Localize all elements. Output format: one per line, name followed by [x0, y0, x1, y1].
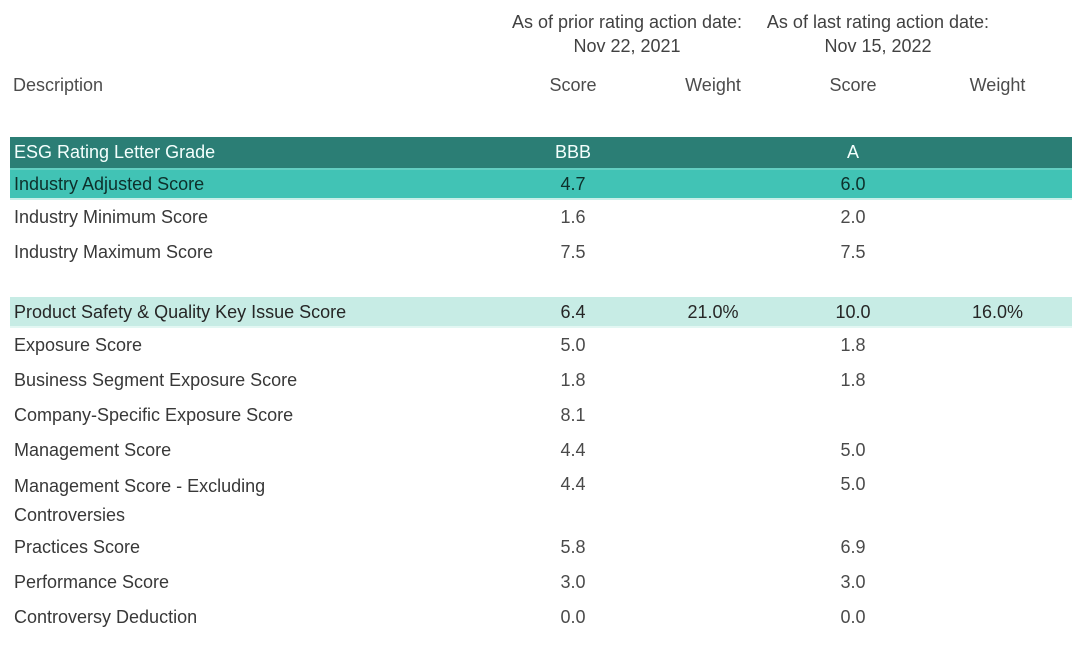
prior-score-value: 1.8	[560, 370, 586, 390]
row-label: Industry Adjusted Score	[14, 173, 205, 194]
table-row-controversy-deduction: Controversy Deduction 0.0 0.0	[10, 600, 1072, 635]
row-label: Exposure Score	[14, 335, 143, 355]
last-score-column-header: Score	[829, 75, 877, 95]
last-weight-value: 16.0%	[971, 302, 1024, 322]
row-label: Management Score - Excluding Controversi…	[14, 476, 266, 525]
prior-score-column-header: Score	[549, 75, 597, 95]
prior-rating-date-header: As of prior rating action date: Nov 22, …	[457, 10, 797, 58]
description-column-header: Description	[13, 75, 104, 95]
prior-score-value: 6.4	[560, 302, 586, 322]
row-label: Company-Specific Exposure Score	[14, 405, 294, 425]
row-label: ESG Rating Letter Grade	[14, 142, 216, 162]
prior-score-value: 7.5	[560, 242, 586, 262]
table-row-product-safety-quality-key-issue-score: Product Safety & Quality Key Issue Score…	[10, 297, 1072, 328]
last-score-value: 1.8	[840, 370, 866, 390]
last-rating-date-label: As of last rating action date:	[766, 12, 990, 32]
table-row-industry-maximum-score: Industry Maximum Score 7.5 7.5	[10, 235, 1072, 270]
row-label: Industry Maximum Score	[14, 242, 214, 262]
table-row-performance-score: Performance Score 3.0 3.0	[10, 565, 1072, 600]
section-gap	[0, 270, 1080, 297]
table-row-company-specific-exposure-score: Company-Specific Exposure Score 8.1	[10, 398, 1072, 433]
row-label: Business Segment Exposure Score	[14, 370, 298, 390]
last-weight-column-header: Weight	[969, 75, 1026, 95]
prior-score-value: 4.4	[560, 474, 586, 494]
prior-rating-date-label: As of prior rating action date:	[511, 12, 743, 32]
prior-score-value: BBB	[554, 142, 592, 162]
prior-score-value: 4.7	[560, 173, 586, 194]
table-row-practices-score: Practices Score 5.8 6.9	[10, 530, 1072, 565]
table-row-business-segment-exposure-score: Business Segment Exposure Score 1.8 1.8	[10, 363, 1072, 398]
prior-weight-column-header: Weight	[685, 75, 741, 95]
last-weight-value	[923, 468, 1072, 474]
last-rating-date-header: As of last rating action date: Nov 15, 2…	[708, 10, 1048, 58]
last-score-value: 6.0	[840, 173, 866, 194]
prior-score-value: 3.0	[560, 572, 586, 592]
table-row-industry-minimum-score: Industry Minimum Score 1.6 2.0	[10, 200, 1072, 235]
row-label: Industry Minimum Score	[14, 207, 209, 227]
prior-rating-date-value: Nov 22, 2021	[573, 36, 681, 56]
last-score-value: 10.0	[835, 302, 871, 322]
table-row-management-score: Management Score 4.4 5.0	[10, 433, 1072, 468]
last-score-value: 7.5	[840, 242, 866, 262]
table-row-management-score-excluding-controversies: Management Score - Excluding Controversi…	[10, 468, 1072, 530]
last-score-value: 0.0	[840, 607, 866, 627]
last-score-value: 5.0	[840, 474, 866, 494]
prior-score-value: 1.6	[560, 207, 586, 227]
last-score-value: A	[846, 142, 859, 162]
last-score-value: 5.0	[840, 440, 866, 460]
last-score-value: 3.0	[840, 572, 866, 592]
prior-weight-value: 21.0%	[687, 302, 739, 322]
table-row-esg-rating-letter-grade: ESG Rating Letter Grade BBB A	[10, 137, 1072, 168]
last-score-value: 6.9	[840, 537, 866, 557]
prior-score-value: 0.0	[560, 607, 586, 627]
last-rating-date-value: Nov 15, 2022	[824, 36, 932, 56]
row-label: Performance Score	[14, 572, 170, 592]
table-header: As of prior rating action date: Nov 22, …	[0, 0, 1080, 137]
row-label: Practices Score	[14, 537, 141, 557]
last-score-value: 1.8	[840, 335, 866, 355]
last-score-value: 2.0	[840, 207, 866, 227]
column-headers: Description Score Weight Score Weight	[10, 70, 1072, 96]
table-row-industry-adjusted-score: Industry Adjusted Score 4.7 6.0	[10, 168, 1072, 200]
prior-score-value: 4.4	[560, 440, 586, 460]
prior-score-value: 5.0	[560, 335, 586, 355]
prior-score-value: 5.8	[560, 537, 586, 557]
prior-weight-value	[643, 468, 783, 474]
prior-score-value: 8.1	[560, 405, 586, 425]
row-label: Controversy Deduction	[14, 607, 198, 627]
row-label: Management Score	[14, 440, 172, 460]
table-row-exposure-score: Exposure Score 5.0 1.8	[10, 328, 1072, 363]
row-label: Product Safety & Quality Key Issue Score	[14, 302, 347, 322]
